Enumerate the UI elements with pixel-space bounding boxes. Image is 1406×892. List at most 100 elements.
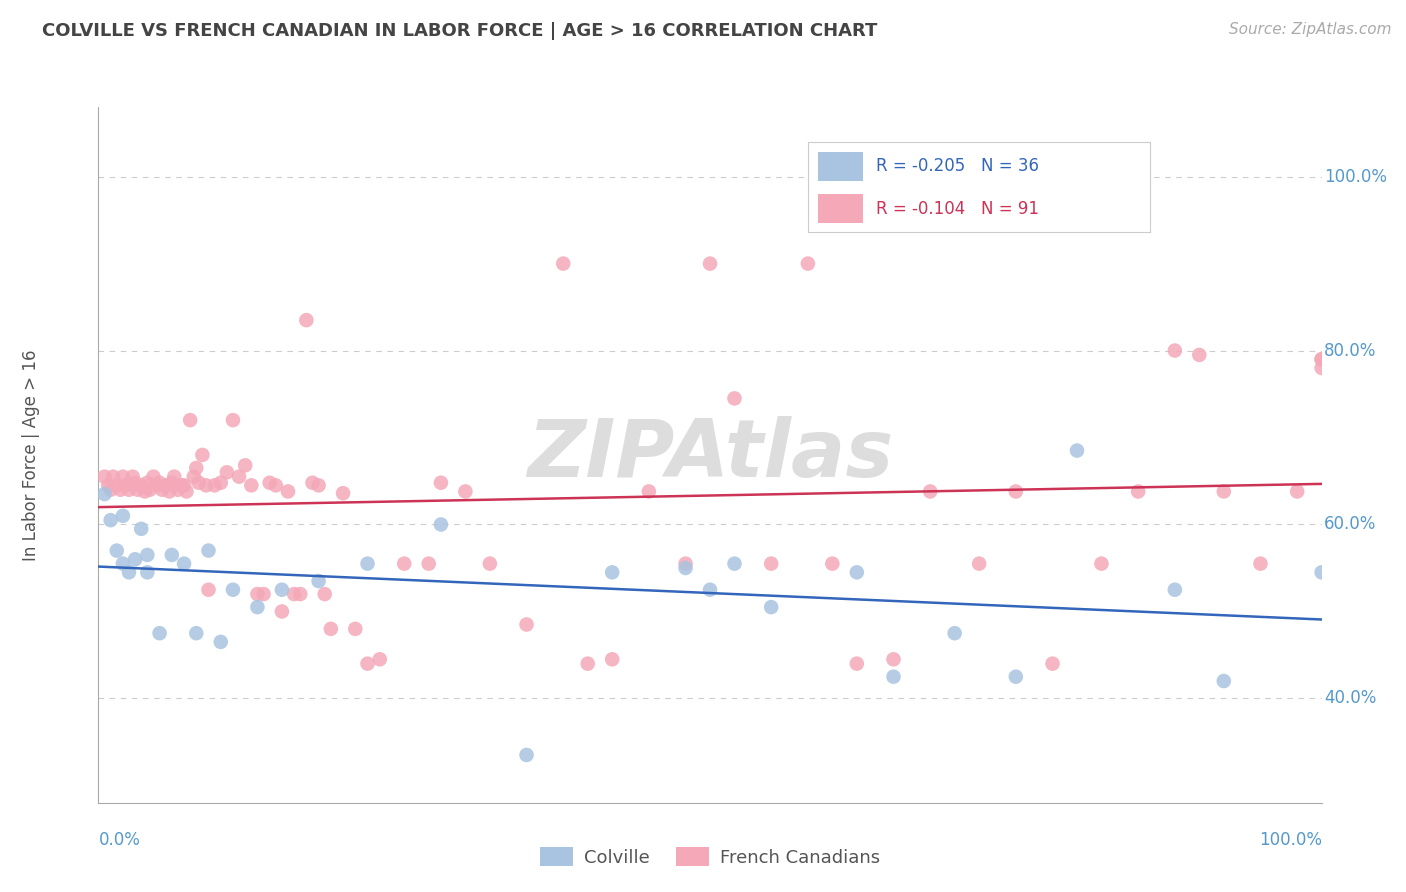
Point	[418, 557, 440, 571]
Point	[173, 557, 195, 571]
Point	[146, 478, 169, 492]
Point	[797, 257, 820, 271]
Point	[1004, 670, 1026, 684]
Point	[160, 548, 183, 562]
Point	[1090, 557, 1112, 571]
Point	[283, 587, 305, 601]
Text: 80.0%: 80.0%	[1324, 342, 1376, 359]
Point	[723, 557, 745, 571]
Point	[163, 469, 186, 483]
Point	[943, 626, 966, 640]
Point	[356, 657, 378, 671]
Point	[1212, 674, 1234, 689]
Point	[1164, 343, 1187, 358]
Point	[270, 605, 294, 619]
Point	[118, 566, 141, 580]
Point	[100, 513, 122, 527]
Point	[1004, 484, 1026, 499]
Point	[319, 622, 342, 636]
Point	[93, 487, 115, 501]
Point	[124, 552, 146, 566]
Point	[761, 600, 783, 615]
Point	[215, 466, 238, 480]
Point	[136, 548, 159, 562]
Point	[150, 483, 173, 497]
Point	[204, 478, 226, 492]
Point	[100, 483, 122, 497]
Point	[553, 257, 575, 271]
Point	[723, 392, 745, 406]
Point	[183, 469, 205, 483]
Point	[883, 670, 905, 684]
Point	[191, 448, 214, 462]
Point	[97, 478, 120, 492]
Point	[967, 557, 990, 571]
Text: In Labor Force | Age > 16: In Labor Force | Age > 16	[22, 349, 41, 561]
Point	[114, 478, 136, 492]
Point	[454, 484, 477, 499]
Point	[1310, 360, 1333, 375]
Point	[136, 566, 159, 580]
Point	[264, 478, 287, 492]
Point	[1042, 657, 1064, 671]
Point	[111, 469, 134, 483]
Point	[1310, 566, 1333, 580]
Point	[118, 483, 141, 497]
Point	[134, 484, 156, 499]
Point	[290, 587, 312, 601]
Point	[187, 475, 209, 490]
Point	[176, 484, 198, 499]
Point	[195, 478, 218, 492]
Point	[430, 517, 453, 532]
Point	[157, 484, 180, 499]
Point	[149, 626, 172, 640]
Point	[1286, 484, 1309, 499]
Point	[515, 747, 537, 762]
Point	[222, 582, 245, 597]
Point	[1310, 352, 1333, 367]
Point	[761, 557, 783, 571]
Point	[332, 486, 354, 500]
Point	[478, 557, 501, 571]
Point	[699, 582, 721, 597]
Point	[209, 635, 232, 649]
Point	[308, 478, 330, 492]
Point	[277, 484, 299, 499]
Point	[301, 475, 323, 490]
Point	[246, 600, 269, 615]
Text: 100.0%: 100.0%	[1324, 168, 1388, 186]
Point	[228, 469, 250, 483]
Point	[167, 483, 190, 497]
Point	[129, 478, 152, 492]
Point	[101, 469, 124, 483]
Point	[222, 413, 245, 427]
Point	[142, 469, 165, 483]
Point	[845, 657, 868, 671]
Point	[1128, 484, 1150, 499]
Point	[576, 657, 599, 671]
Point	[246, 587, 269, 601]
Point	[105, 543, 128, 558]
Point	[430, 475, 453, 490]
Point	[155, 478, 177, 492]
Point	[515, 617, 537, 632]
Point	[392, 557, 416, 571]
Point	[314, 587, 336, 601]
Point	[209, 475, 232, 490]
Point	[1249, 557, 1271, 571]
Point	[110, 483, 132, 497]
Point	[600, 566, 623, 580]
Point	[920, 484, 942, 499]
Text: ZIPAtlas: ZIPAtlas	[527, 416, 893, 494]
Point	[675, 557, 697, 571]
Legend: Colville, French Canadians: Colville, French Canadians	[533, 840, 887, 874]
Point	[1212, 484, 1234, 499]
Point	[127, 483, 149, 497]
Point	[170, 478, 193, 492]
Text: 100.0%: 100.0%	[1258, 830, 1322, 848]
Point	[883, 652, 905, 666]
Point	[111, 508, 134, 523]
Point	[160, 475, 183, 490]
Text: 0.0%: 0.0%	[98, 830, 141, 848]
Point	[308, 574, 330, 588]
